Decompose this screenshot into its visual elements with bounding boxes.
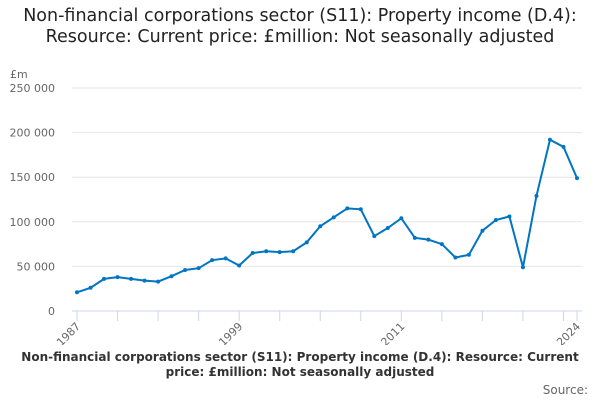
data-point [304, 240, 309, 245]
data-point [547, 137, 552, 142]
x-tick-label: 2024 [554, 320, 583, 345]
y-tick-label: 0 [48, 305, 55, 318]
data-point [129, 276, 134, 281]
data-point [561, 144, 566, 149]
data-point [426, 237, 431, 242]
data-point [318, 224, 323, 229]
data-point [196, 266, 201, 271]
data-point [169, 274, 174, 279]
source-label: Source: [542, 383, 588, 397]
data-point [88, 285, 93, 290]
data-point [507, 214, 512, 219]
data-point [372, 234, 377, 239]
data-point [102, 276, 107, 281]
data-point [156, 279, 161, 284]
data-point [439, 242, 444, 247]
data-point [115, 275, 120, 280]
data-point [358, 207, 363, 212]
data-point [399, 216, 404, 221]
data-point [534, 193, 539, 198]
line-chart: 0 50 000 100 000 150 000 200 000 250 000 1987… [10, 68, 584, 345]
data-point [520, 265, 525, 270]
data-point [210, 258, 215, 263]
data-point [412, 235, 417, 240]
y-tick-label: 50 000 [17, 260, 56, 273]
data-point [466, 252, 471, 257]
x-tick-label: 1987 [54, 320, 83, 345]
data-point [250, 251, 255, 256]
data-point [183, 267, 188, 272]
x-tick-label: 1999 [216, 320, 245, 345]
data-point [345, 206, 350, 211]
chart-title: Non-financial corporations sector (S11):… [23, 6, 577, 47]
y-tick-label: 250 000 [10, 82, 56, 95]
data-point [264, 249, 269, 254]
y-tick-label: 200 000 [10, 127, 56, 140]
data-point [575, 176, 579, 181]
data-point [277, 250, 282, 255]
data-point [237, 263, 242, 268]
data-point [331, 215, 336, 220]
data-point [142, 278, 147, 283]
data-point [453, 255, 458, 260]
data-point [223, 256, 228, 261]
data-point [291, 249, 296, 254]
footer-title: Non-financial corporations sector (S11):… [21, 350, 579, 379]
data-point [385, 226, 390, 231]
y-tick-label: 150 000 [10, 171, 56, 184]
x-tick-label: 2011 [378, 320, 407, 345]
series-line [76, 138, 578, 294]
data-point [493, 218, 498, 223]
data-point [480, 228, 485, 233]
y-axis-label: £m [10, 68, 28, 81]
y-tick-label: 100 000 [10, 216, 56, 229]
data-point [75, 290, 79, 295]
